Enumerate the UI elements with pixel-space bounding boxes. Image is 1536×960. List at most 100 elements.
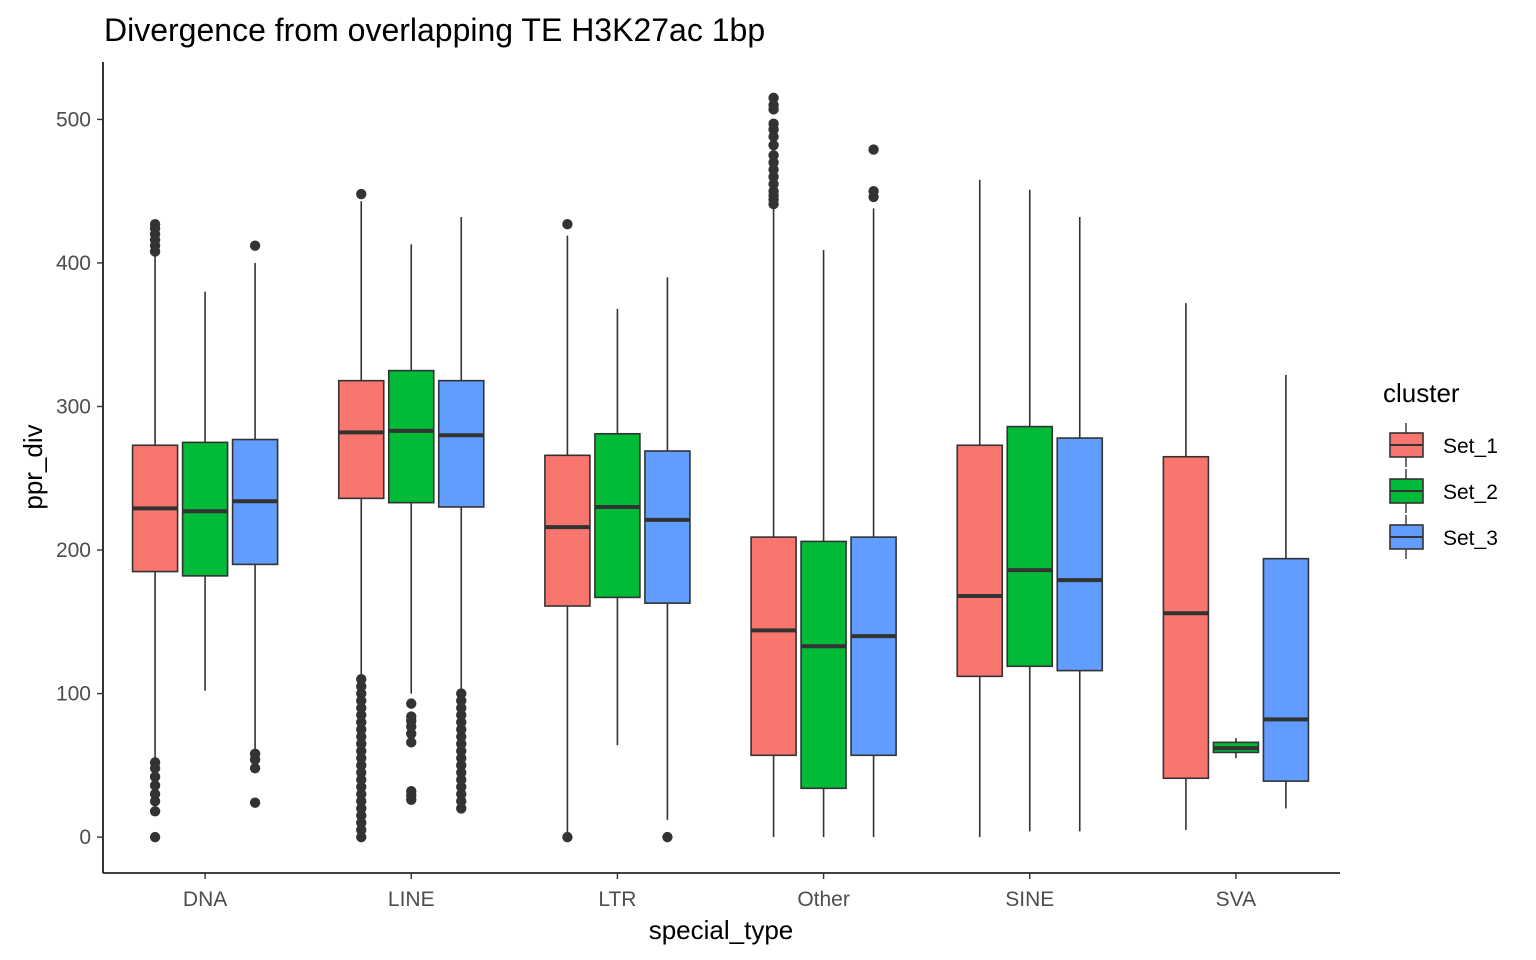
- outlier-point: [149, 806, 161, 817]
- outlier-point: [356, 709, 367, 721]
- box-iqr: [181, 441, 229, 577]
- outlier-point: [456, 745, 467, 757]
- outlier-point: [356, 824, 367, 836]
- box-iqr: [387, 369, 435, 504]
- outlier-point: [456, 767, 467, 778]
- outlier-point: [356, 767, 367, 778]
- outlier-point: [356, 674, 367, 685]
- outlier-point: [456, 803, 467, 814]
- y-tick-label: 400: [56, 252, 91, 275]
- outlier-point: [356, 731, 367, 742]
- outlier-point: [249, 240, 261, 251]
- box-iqr: [850, 536, 897, 757]
- outlier-point: [406, 698, 417, 709]
- chart-title: Divergence from overlapping TE H3K27ac 1…: [104, 12, 765, 48]
- x-axis-ticks: DNA LINE LTR Other SINE SVA: [183, 873, 1256, 911]
- outlier-point: [356, 781, 367, 793]
- y-axis-title: ppr_div: [18, 424, 48, 509]
- outlier-point: [356, 803, 367, 814]
- outlier-point: [356, 738, 367, 750]
- outlier-point: [356, 774, 367, 785]
- outlier-point: [356, 810, 367, 821]
- y-axis-ticks: 0 100 200 300 400 500: [56, 108, 103, 849]
- box-set_3-sva: [1262, 374, 1310, 809]
- box-set_1-sine: [956, 179, 1004, 838]
- outlier-point: [356, 752, 367, 764]
- outlier-point: [356, 188, 367, 200]
- outlier-point: [406, 728, 417, 739]
- outlier-point: [768, 92, 779, 104]
- outlier-point: [149, 788, 161, 800]
- outlier-point: [356, 681, 367, 692]
- outlier-point: [356, 717, 367, 728]
- outlier-point: [456, 695, 467, 706]
- outlier-point: [149, 796, 161, 807]
- outlier-point: [356, 796, 367, 807]
- outlier-point: [356, 702, 367, 714]
- box-iqr: [1006, 425, 1054, 668]
- box-iqr: [1262, 557, 1310, 782]
- outlier-point: [562, 219, 573, 230]
- outlier-point: [868, 185, 879, 197]
- outlier-point: [149, 831, 161, 843]
- box-set_2-dna: [181, 291, 229, 691]
- legend-label: Set_3: [1443, 527, 1498, 550]
- outlier-point: [768, 140, 779, 151]
- box-iqr: [644, 450, 691, 604]
- outlier-point: [562, 831, 573, 843]
- outlier-point: [356, 817, 367, 828]
- outlier-point: [768, 99, 779, 111]
- legend-label: Set_2: [1443, 481, 1498, 504]
- outlier-point: [406, 785, 417, 797]
- outlier-point: [768, 164, 779, 175]
- outlier-point: [356, 724, 367, 735]
- outlier-point: [768, 157, 779, 168]
- outlier-point: [456, 752, 467, 764]
- box-set_3-line: [437, 217, 485, 814]
- legend-title: cluster: [1383, 378, 1460, 408]
- outlier-point: [356, 688, 367, 699]
- box-set_1-sva: [1162, 303, 1210, 830]
- outlier-point: [149, 219, 161, 230]
- box-iqr: [437, 379, 485, 508]
- box-iqr: [337, 379, 385, 500]
- x-tick-label: SINE: [1005, 888, 1054, 911]
- outlier-point: [456, 688, 467, 699]
- outlier-point: [768, 178, 779, 190]
- box-set_3-dna: [231, 240, 279, 808]
- box-iqr: [956, 444, 1004, 678]
- outlier-point: [149, 780, 161, 791]
- outlier-point: [868, 144, 879, 155]
- outlier-point: [768, 131, 779, 142]
- outlier-point: [768, 171, 779, 183]
- box-set_3-ltr: [644, 277, 691, 843]
- outlier-point: [356, 695, 367, 706]
- box-set_2-line: [387, 244, 435, 805]
- legend-item-set_1: Set_1: [1389, 423, 1498, 467]
- outlier-point: [249, 748, 261, 760]
- outlier-point: [356, 760, 367, 771]
- legend-items: Set_1 Set_2 Set_3: [1389, 423, 1498, 559]
- outlier-point: [456, 796, 467, 807]
- box-set_1-ltr: [544, 219, 591, 843]
- x-tick-label: DNA: [183, 888, 227, 911]
- box-set_1-line: [337, 188, 385, 843]
- outlier-point: [249, 763, 261, 774]
- box-set_3-other: [850, 144, 897, 838]
- outlier-point: [356, 831, 367, 843]
- outlier-point: [456, 760, 467, 771]
- x-axis-title: special_type: [649, 915, 794, 945]
- box-iqr: [1056, 437, 1104, 672]
- box-set_2-other: [800, 250, 847, 838]
- outlier-point: [456, 702, 467, 714]
- outlier-point: [456, 717, 467, 728]
- outlier-point: [149, 771, 161, 783]
- outlier-point: [406, 711, 417, 722]
- outlier-point: [456, 709, 467, 721]
- box-iqr: [1162, 455, 1210, 780]
- plot-area: [131, 92, 1310, 843]
- outlier-point: [149, 757, 161, 768]
- outlier-point: [456, 738, 467, 750]
- box-iqr: [544, 454, 591, 607]
- legend-item-set_2: Set_2: [1389, 469, 1498, 513]
